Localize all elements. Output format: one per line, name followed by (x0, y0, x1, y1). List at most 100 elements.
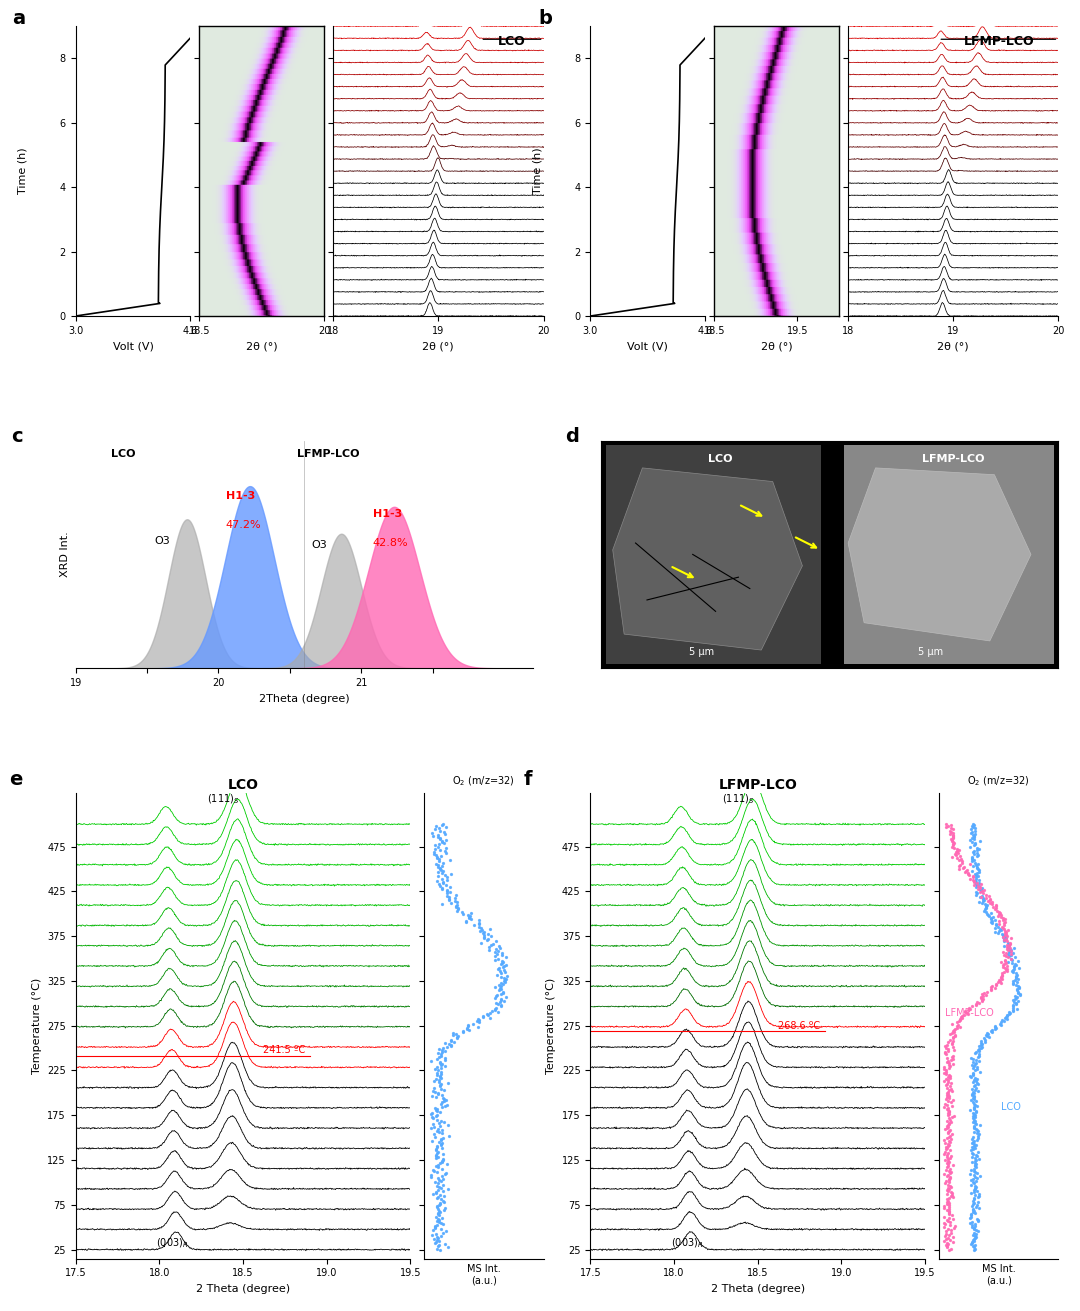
Point (438, 880, 456, 901)
Point (966, 1231, 983, 1252)
Point (941, 1125, 958, 1146)
Point (975, 1028, 993, 1049)
Point (441, 889, 458, 910)
Point (967, 852, 984, 873)
Point (980, 905, 997, 926)
Point (431, 857, 448, 878)
Point (942, 1078, 959, 1099)
Point (994, 927, 1011, 948)
Point (956, 856, 973, 877)
Point (998, 952, 1015, 973)
Point (942, 1175, 959, 1196)
Point (434, 1222, 451, 1243)
Point (967, 877, 984, 898)
Point (939, 1110, 956, 1131)
Point (999, 935, 1016, 956)
Point (436, 1047, 454, 1068)
Point (982, 893, 999, 914)
Point (964, 1198, 982, 1219)
Point (428, 815, 445, 836)
Point (967, 864, 984, 885)
Point (986, 1019, 1003, 1040)
Point (995, 1011, 1012, 1032)
Point (967, 1185, 984, 1206)
Point (995, 931, 1012, 952)
Point (1010, 978, 1027, 999)
Point (428, 1156, 445, 1177)
Point (429, 1118, 446, 1139)
Point (967, 1078, 984, 1099)
Point (990, 901, 1008, 922)
Point (936, 1133, 954, 1154)
Point (940, 815, 957, 836)
Point (939, 1184, 956, 1205)
Point (945, 838, 962, 859)
Point (964, 1200, 982, 1221)
Point (430, 818, 447, 839)
Point (1000, 941, 1017, 962)
Point (942, 1214, 959, 1235)
Point (990, 969, 1008, 990)
Point (942, 1221, 959, 1242)
Point (970, 1074, 987, 1095)
Point (422, 1117, 440, 1138)
Point (964, 1236, 982, 1257)
Point (436, 1055, 454, 1076)
Point (1008, 954, 1025, 975)
Point (486, 987, 503, 1008)
Point (434, 872, 451, 893)
Point (956, 1002, 973, 1023)
Point (429, 1214, 446, 1235)
Point (971, 1041, 988, 1062)
Point (959, 864, 976, 885)
Point (944, 1045, 961, 1066)
Point (998, 956, 1015, 977)
Point (1009, 975, 1026, 996)
Point (993, 966, 1010, 987)
Point (964, 842, 982, 863)
Point (936, 1150, 954, 1171)
Point (935, 1231, 953, 1252)
Point (966, 814, 983, 835)
Point (433, 1092, 450, 1113)
Point (429, 826, 446, 847)
Point (940, 1175, 957, 1196)
Point (997, 923, 1014, 944)
Point (1008, 964, 1025, 985)
Point (995, 924, 1012, 945)
Point (935, 1206, 953, 1227)
Point (949, 1017, 967, 1038)
Point (996, 962, 1013, 983)
Point (441, 1033, 458, 1054)
Point (964, 1087, 982, 1108)
Point (973, 991, 990, 1012)
Point (941, 1169, 958, 1190)
Point (939, 1219, 956, 1240)
Point (976, 1032, 994, 1053)
Point (993, 919, 1010, 940)
Point (489, 948, 507, 969)
Point (433, 1165, 450, 1186)
Point (940, 1177, 957, 1198)
Point (445, 1032, 462, 1053)
Point (939, 1082, 956, 1103)
X-axis label: 2θ (°): 2θ (°) (760, 341, 793, 351)
Point (967, 1227, 984, 1248)
Point (969, 1209, 986, 1230)
Text: LFMP-LCO: LFMP-LCO (297, 450, 360, 459)
Point (437, 843, 455, 864)
Point (1008, 994, 1025, 1015)
Point (436, 823, 454, 844)
Point (1001, 932, 1018, 953)
Point (940, 1103, 957, 1124)
Point (491, 961, 509, 982)
Point (963, 1137, 981, 1158)
Point (429, 1158, 446, 1179)
Point (1010, 991, 1027, 1012)
Point (1001, 933, 1018, 954)
Point (937, 1171, 955, 1192)
Point (486, 949, 503, 970)
Point (424, 1080, 442, 1101)
Point (996, 950, 1013, 971)
Point (964, 1088, 982, 1109)
